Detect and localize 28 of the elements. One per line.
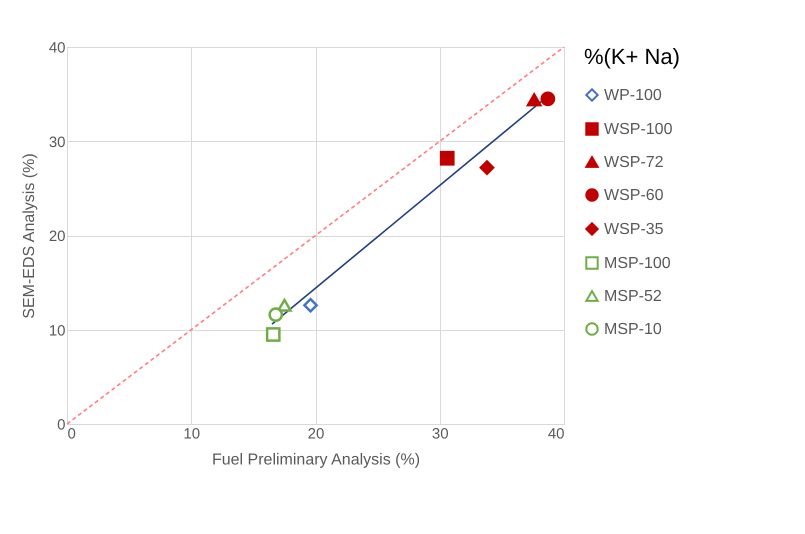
legend-title: %(K+ Na) xyxy=(584,44,680,69)
legend-label: WSP-72 xyxy=(604,154,664,171)
y-tick-label: 30 xyxy=(48,134,66,151)
y-tick-label: 20 xyxy=(48,228,66,245)
x-tick-label: 0 xyxy=(68,426,76,442)
point xyxy=(268,307,284,322)
x-tick-label: 30 xyxy=(432,426,449,442)
point xyxy=(480,160,494,176)
point xyxy=(303,298,318,313)
legend-label: MSP-100 xyxy=(604,255,671,272)
point xyxy=(526,93,542,106)
x-tick-label: 10 xyxy=(183,426,200,442)
point xyxy=(540,91,556,106)
y-tick-label: 10 xyxy=(48,322,66,340)
legend-label: WSP-60 xyxy=(604,187,664,204)
legend-label: MSP-52 xyxy=(604,288,662,305)
legend-label: WSP-100 xyxy=(604,121,673,138)
point xyxy=(266,327,281,342)
legend-label: WSP-35 xyxy=(604,221,664,238)
point xyxy=(277,298,292,312)
legend-label: MSP-10 xyxy=(604,321,662,338)
x-tick-label: 20 xyxy=(308,426,324,442)
x-tick-label: 40 xyxy=(548,426,564,442)
point xyxy=(440,150,455,166)
y-axis-title: SEM-EDS Analysis (%) xyxy=(20,153,38,319)
y-tick-label: 40 xyxy=(48,40,66,56)
legend-label: WP-100 xyxy=(604,87,662,104)
x-axis-title: Fuel Preliminary Analysis (%) xyxy=(212,452,420,468)
